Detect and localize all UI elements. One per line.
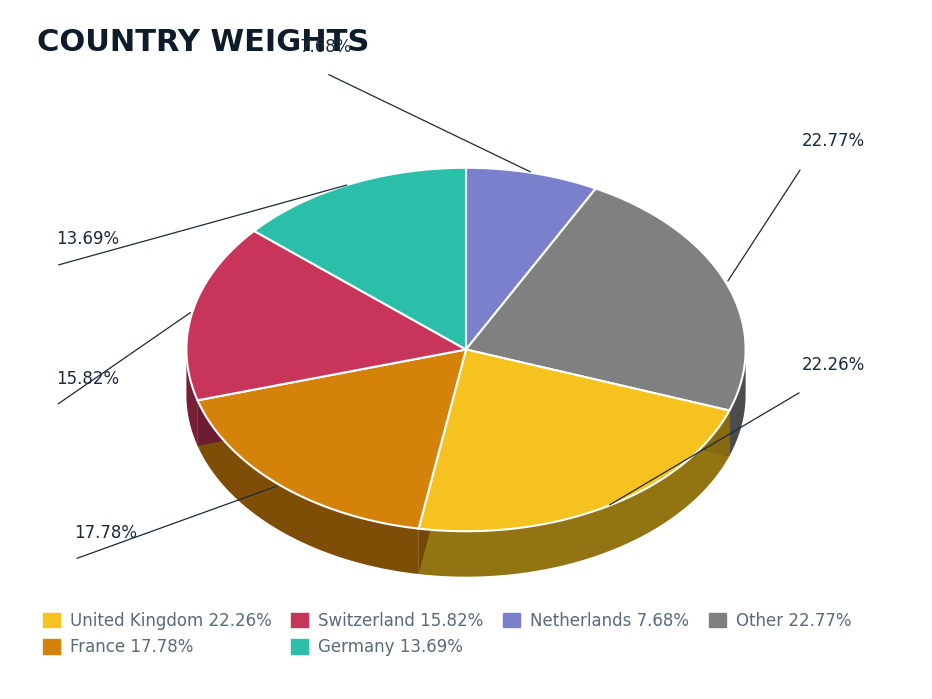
Polygon shape [466,189,746,410]
Text: 15.82%: 15.82% [56,370,119,388]
Polygon shape [198,350,466,528]
Text: 13.69%: 13.69% [56,230,119,248]
Polygon shape [418,350,466,574]
Text: 7.68%: 7.68% [300,38,352,56]
Polygon shape [186,350,198,446]
Polygon shape [730,350,746,456]
Polygon shape [198,350,466,446]
Polygon shape [254,168,466,350]
Polygon shape [198,401,418,574]
Polygon shape [466,350,730,456]
Text: COUNTRY WEIGHTS: COUNTRY WEIGHTS [37,28,370,57]
Polygon shape [418,350,466,574]
Text: 22.77%: 22.77% [802,132,865,150]
Polygon shape [198,350,466,446]
Text: 17.78%: 17.78% [75,524,138,542]
Polygon shape [186,231,466,401]
Polygon shape [466,168,596,350]
Legend: United Kingdom 22.26%, France 17.78%, Switzerland 15.82%, Germany 13.69%, Nether: United Kingdom 22.26%, France 17.78%, Sw… [36,605,857,663]
Text: 22.26%: 22.26% [802,356,865,374]
Polygon shape [418,350,730,531]
Polygon shape [466,350,730,456]
Polygon shape [418,410,730,577]
